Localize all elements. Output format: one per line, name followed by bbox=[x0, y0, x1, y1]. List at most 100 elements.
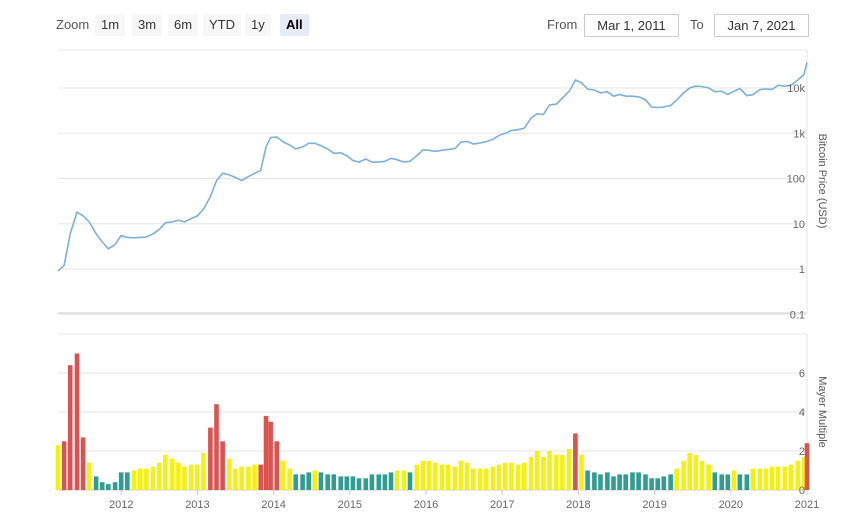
mayer-bar bbox=[208, 427, 213, 490]
mayer-bar bbox=[547, 451, 552, 490]
mayer-bar bbox=[769, 466, 775, 490]
price-line-group bbox=[57, 62, 808, 272]
mayer-bar bbox=[668, 474, 673, 490]
x-tick-label: 2015 bbox=[338, 499, 362, 511]
mayer-tick-label: 4 bbox=[799, 407, 805, 419]
mayer-bar bbox=[719, 474, 724, 490]
mayer-bars bbox=[55, 353, 810, 491]
mayer-bar bbox=[287, 468, 292, 490]
zoom-all-button[interactable]: All bbox=[280, 14, 309, 36]
mayer-bar bbox=[106, 484, 111, 490]
zoom-ytd-button[interactable]: YTD bbox=[203, 14, 241, 36]
zoom-1y-button[interactable]: 1y bbox=[245, 14, 271, 36]
mayer-bar bbox=[804, 443, 810, 490]
mayer-bar bbox=[649, 478, 654, 490]
mayer-bar bbox=[214, 404, 219, 490]
mayer-bar bbox=[312, 470, 318, 490]
mayer-bar bbox=[744, 474, 750, 490]
mayer-bar bbox=[763, 468, 769, 490]
mayer-bar bbox=[439, 464, 445, 490]
mayer-bar bbox=[782, 466, 788, 490]
mayer-bar bbox=[258, 464, 263, 490]
mayer-bar bbox=[630, 472, 635, 490]
mayer-bar bbox=[535, 451, 540, 490]
mayer-bar bbox=[125, 472, 130, 490]
mayer-bar bbox=[318, 472, 324, 490]
mayer-tick-label: 2 bbox=[799, 446, 805, 458]
mayer-bar bbox=[598, 474, 603, 490]
mayer-bar bbox=[138, 468, 143, 490]
mayer-bar bbox=[687, 452, 692, 490]
mayer-bar bbox=[775, 466, 781, 490]
price-y-axis-title: Bitcoin Price (USD) bbox=[816, 134, 828, 229]
mayer-bar bbox=[306, 472, 311, 490]
mayer-bar bbox=[643, 474, 648, 490]
mayer-bar bbox=[471, 468, 476, 490]
mayer-bar bbox=[118, 472, 124, 490]
x-tick-label: 2021 bbox=[795, 499, 819, 511]
mayer-bar bbox=[407, 472, 413, 490]
x-tick-label: 2018 bbox=[566, 499, 590, 511]
mayer-bar bbox=[246, 466, 251, 490]
mayer-bar bbox=[452, 466, 458, 490]
from-label: From bbox=[547, 17, 578, 32]
mayer-bar bbox=[382, 474, 388, 490]
x-tick-label: 2017 bbox=[490, 499, 514, 511]
mayer-bar bbox=[693, 454, 699, 490]
mayer-bar bbox=[655, 478, 660, 490]
mayer-bar bbox=[477, 468, 483, 490]
mayer-bar bbox=[189, 464, 194, 490]
mayer-bar bbox=[401, 470, 407, 490]
mayer-bar bbox=[195, 464, 200, 490]
mayer-bar bbox=[131, 470, 137, 490]
mayer-bar bbox=[420, 460, 426, 491]
mayer-bar bbox=[150, 466, 156, 490]
zoom-6m-button[interactable]: 6m bbox=[168, 14, 199, 36]
mayer-bar bbox=[163, 454, 168, 490]
mayer-bar bbox=[350, 476, 356, 490]
mayer-bar bbox=[757, 468, 763, 490]
price-tick-label: 10 bbox=[793, 219, 805, 231]
price-tick-label: 1k bbox=[793, 128, 805, 140]
mayer-bar bbox=[93, 476, 99, 490]
mayer-bar bbox=[737, 474, 743, 490]
mayer-bar bbox=[579, 454, 584, 490]
mayer-bar bbox=[522, 462, 527, 490]
mayer-bar bbox=[509, 462, 514, 490]
zoom-3m-button[interactable]: 3m bbox=[132, 14, 163, 36]
price-tick-label: 1 bbox=[799, 264, 805, 276]
from-date-input[interactable]: Mar 1, 2011 bbox=[584, 14, 679, 37]
mayer-bar bbox=[706, 464, 711, 490]
to-date-input[interactable]: Jan 7, 2021 bbox=[714, 14, 809, 37]
mayer-bar bbox=[274, 441, 279, 491]
mayer-bar bbox=[490, 466, 496, 490]
mayer-bar bbox=[338, 476, 343, 490]
mayer-bar bbox=[300, 474, 305, 490]
mayer-bar bbox=[712, 472, 718, 490]
price-tick-label: 0.1 bbox=[790, 309, 805, 321]
mayer-y-axis-title: Mayer Multiple bbox=[816, 376, 828, 448]
mayer-bar bbox=[674, 468, 679, 490]
mayer-bar bbox=[67, 365, 73, 490]
mayer-bar bbox=[201, 452, 206, 490]
mayer-bar bbox=[233, 468, 238, 490]
mayer-bar bbox=[801, 456, 807, 490]
mayer-bar bbox=[182, 466, 187, 490]
mayer-bar bbox=[573, 433, 578, 490]
mayer-bar bbox=[528, 456, 534, 490]
mayer-bar bbox=[605, 472, 610, 490]
mayer-bar bbox=[325, 474, 330, 490]
mayer-bar bbox=[483, 468, 489, 490]
mayer-bar bbox=[426, 460, 432, 491]
mayer-bar bbox=[227, 458, 232, 490]
zoom-1m-button[interactable]: 1m bbox=[95, 14, 126, 36]
mayer-bar bbox=[331, 474, 337, 490]
mayer-bar bbox=[503, 462, 508, 490]
mayer-bar bbox=[99, 482, 105, 490]
mayer-y-axis: 0 2 4 6 bbox=[799, 368, 805, 497]
mayer-tick-label: 6 bbox=[799, 368, 805, 380]
mayer-bar bbox=[725, 474, 731, 490]
x-tick-label: 2020 bbox=[719, 499, 743, 511]
mayer-bar bbox=[432, 462, 438, 490]
